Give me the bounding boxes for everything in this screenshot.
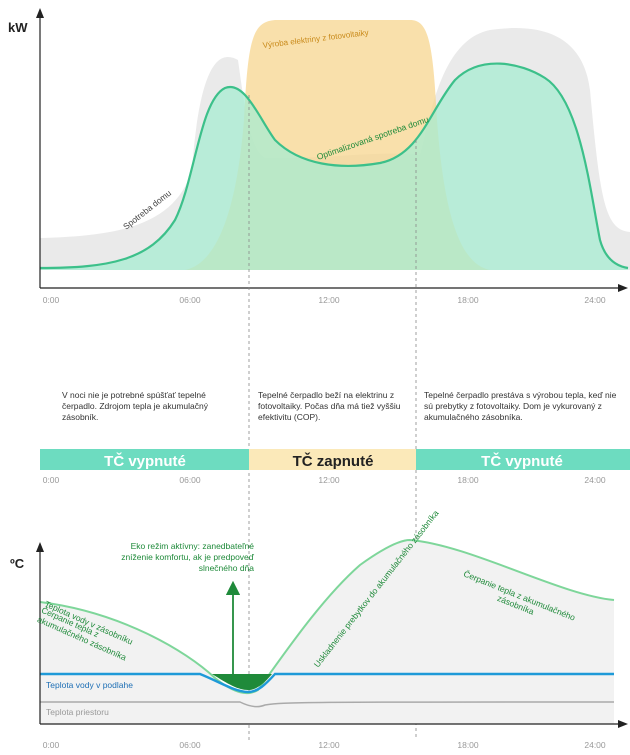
bottom-x-axis-arrow [618, 720, 628, 728]
band-tick-1: 06:00 [179, 475, 201, 485]
band-x-ticks: 0:00 06:00 12:00 18:00 24:00 [43, 475, 606, 485]
status-off-left-label: TČ vypnuté [104, 452, 186, 470]
tank-temperature-area [40, 540, 614, 724]
status-off-right [416, 449, 630, 470]
top-tick-1: 06:00 [179, 295, 201, 305]
note-day: Tepelné čerpadlo beží na elektrinu z fot… [258, 390, 401, 422]
top-tick-3: 18:00 [457, 295, 479, 305]
bottom-x-ticks: 0:00 06:00 12:00 18:00 24:00 [43, 740, 606, 750]
bottom-y-axis-arrow [36, 542, 44, 552]
note-night: V noci nie je potrebné spúšťať tepelné č… [62, 390, 208, 422]
bottom-tick-3: 18:00 [457, 740, 479, 750]
top-chart: kW 0:00 06:00 12:00 18:00 24:00 Spotreba… [8, 8, 630, 305]
status-off-right-label: TČ vypnuté [481, 452, 563, 470]
top-x-ticks: 0:00 06:00 12:00 18:00 24:00 [43, 295, 606, 305]
room-temperature-line [40, 701, 615, 708]
eco-mode-note: Eko režim aktívny: zanedbateľné zníženie… [121, 541, 254, 573]
floor-water-label: Teplota vody v podlahe [46, 680, 133, 690]
floor-water-line [40, 672, 614, 694]
bottom-tick-1: 06:00 [179, 740, 201, 750]
bottom-tick-4: 24:00 [584, 740, 606, 750]
band-tick-0: 0:00 [43, 475, 60, 485]
top-y-axis-arrow [36, 8, 44, 18]
eco-mode-dip [212, 674, 272, 690]
band-tick-2: 12:00 [318, 475, 340, 485]
band-tick-3: 18:00 [457, 475, 479, 485]
band-tick-4: 24:00 [584, 475, 606, 485]
bottom-chart: ºC 0:00 06:00 12:00 18:00 24:00 Teplota … [10, 508, 628, 750]
status-on-label: TČ zapnuté [293, 452, 374, 470]
status-on [249, 449, 416, 470]
room-temperature-label: Teplota priestoru [46, 707, 109, 717]
tank-temperature-line [39, 538, 615, 695]
bottom-tick-2: 12:00 [318, 740, 340, 750]
top-tick-0: 0:00 [43, 295, 60, 305]
optimized-consumption-area [40, 63, 628, 271]
top-y-axis-label: kW [8, 20, 28, 35]
top-x-axis-arrow [618, 284, 628, 292]
bottom-y-axis-label: ºC [10, 556, 25, 571]
note-evening: Tepelné čerpadlo prestáva s výrobou tepl… [424, 390, 617, 422]
optimized-consumption-line [39, 62, 629, 270]
status-band: TČ vypnuté TČ zapnuté TČ vypnuté 0:00 06… [40, 449, 630, 485]
status-off-left [40, 449, 249, 470]
top-tick-4: 24:00 [584, 295, 606, 305]
bottom-tick-0: 0:00 [43, 740, 60, 750]
top-tick-2: 12:00 [318, 295, 340, 305]
